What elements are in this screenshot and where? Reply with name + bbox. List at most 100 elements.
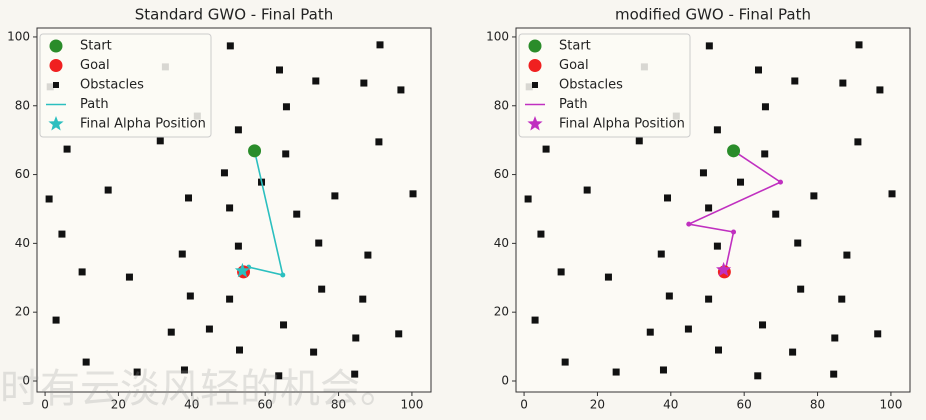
obstacle bbox=[331, 192, 339, 200]
obstacle bbox=[282, 150, 290, 158]
obstacle bbox=[364, 251, 372, 259]
y-tick-label: 80 bbox=[494, 98, 509, 112]
obstacle bbox=[234, 126, 242, 134]
legend-marker bbox=[53, 82, 59, 88]
obstacle bbox=[226, 42, 234, 50]
obstacle bbox=[58, 230, 66, 238]
y-tick-label: 0 bbox=[501, 373, 509, 387]
obstacle bbox=[684, 325, 692, 333]
obstacle bbox=[713, 242, 721, 250]
legend-label: Start bbox=[80, 39, 112, 54]
x-tick-label: 60 bbox=[737, 398, 752, 412]
x-tick-label: 80 bbox=[810, 398, 825, 412]
obstacle bbox=[705, 42, 713, 50]
obstacle bbox=[234, 242, 242, 250]
obstacle bbox=[167, 328, 175, 336]
obstacle bbox=[810, 192, 818, 200]
obstacle bbox=[876, 86, 884, 94]
obstacle bbox=[275, 66, 283, 74]
obstacle bbox=[761, 150, 769, 158]
obstacle bbox=[236, 346, 244, 354]
obstacle bbox=[754, 66, 762, 74]
obstacle bbox=[226, 204, 234, 212]
obstacle bbox=[280, 321, 288, 329]
obstacle bbox=[855, 41, 863, 49]
vertex bbox=[731, 229, 737, 235]
obstacle bbox=[797, 285, 805, 293]
legend-label: Goal bbox=[559, 58, 589, 73]
obstacle bbox=[310, 348, 318, 356]
obstacle bbox=[612, 368, 620, 376]
legend-label: Path bbox=[80, 97, 109, 112]
x-tick-label: 40 bbox=[663, 398, 678, 412]
obstacle bbox=[557, 268, 565, 276]
legend-label: Final Alpha Position bbox=[559, 117, 685, 132]
obstacle bbox=[772, 210, 780, 218]
point bbox=[248, 144, 262, 158]
obstacle bbox=[761, 103, 769, 111]
legend-marker bbox=[527, 116, 543, 131]
obstacle bbox=[531, 316, 539, 324]
obstacle bbox=[888, 190, 896, 198]
legend-label: Final Alpha Position bbox=[80, 117, 206, 132]
y-tick-label: 40 bbox=[15, 236, 30, 250]
legend-box bbox=[518, 33, 691, 138]
y-tick-label: 20 bbox=[15, 305, 30, 319]
obstacle bbox=[659, 366, 667, 374]
legend-label: Obstacles bbox=[559, 78, 623, 93]
legend-label: Obstacles bbox=[80, 78, 144, 93]
legend-marker bbox=[528, 39, 542, 53]
obstacle bbox=[185, 194, 193, 202]
obstacle bbox=[104, 186, 112, 194]
obstacle bbox=[537, 230, 545, 238]
obstacle bbox=[63, 145, 71, 153]
obstacle bbox=[275, 372, 283, 380]
obstacle bbox=[220, 169, 228, 177]
obstacle bbox=[794, 239, 802, 247]
obstacle bbox=[604, 273, 612, 281]
obstacle bbox=[583, 186, 591, 194]
obstacle bbox=[754, 372, 762, 380]
chart-title: modified GWO - Final Path bbox=[615, 6, 811, 24]
obstacle bbox=[315, 239, 323, 247]
point bbox=[727, 144, 741, 158]
obstacle bbox=[293, 210, 301, 218]
obstacle bbox=[646, 328, 654, 336]
obstacle bbox=[830, 370, 838, 378]
obstacle bbox=[360, 79, 368, 87]
x-tick-label: 20 bbox=[590, 398, 605, 412]
obstacle bbox=[180, 366, 188, 374]
obstacle bbox=[352, 334, 360, 342]
obstacle bbox=[45, 195, 53, 203]
obstacle bbox=[561, 358, 569, 366]
x-tick-label: 80 bbox=[331, 398, 346, 412]
y-tick-label: 40 bbox=[494, 236, 509, 250]
y-tick-label: 60 bbox=[494, 167, 509, 181]
obstacle bbox=[376, 41, 384, 49]
x-tick-label: 100 bbox=[400, 398, 423, 412]
x-tick-label: 40 bbox=[184, 398, 199, 412]
obstacle bbox=[125, 273, 133, 281]
y-tick-label: 100 bbox=[486, 29, 509, 43]
obstacle bbox=[715, 346, 723, 354]
obstacle bbox=[395, 330, 403, 338]
legend-marker bbox=[48, 116, 64, 131]
obstacle bbox=[635, 137, 643, 145]
vertex bbox=[686, 221, 692, 227]
obstacle bbox=[375, 138, 383, 146]
watermark: 时有云淡风轻的机会。 bbox=[0, 366, 400, 412]
legend-label: Goal bbox=[80, 58, 110, 73]
obstacle bbox=[737, 178, 745, 186]
vertex bbox=[778, 179, 784, 185]
legend-label: Start bbox=[559, 39, 591, 54]
legend-label: Path bbox=[559, 97, 588, 112]
obstacle bbox=[82, 358, 90, 366]
obstacle bbox=[318, 285, 326, 293]
legend-box bbox=[39, 33, 212, 138]
obstacle bbox=[854, 138, 862, 146]
obstacle bbox=[831, 334, 839, 342]
legend-marker bbox=[49, 39, 63, 53]
obstacle bbox=[791, 77, 799, 85]
obstacle bbox=[409, 190, 417, 198]
